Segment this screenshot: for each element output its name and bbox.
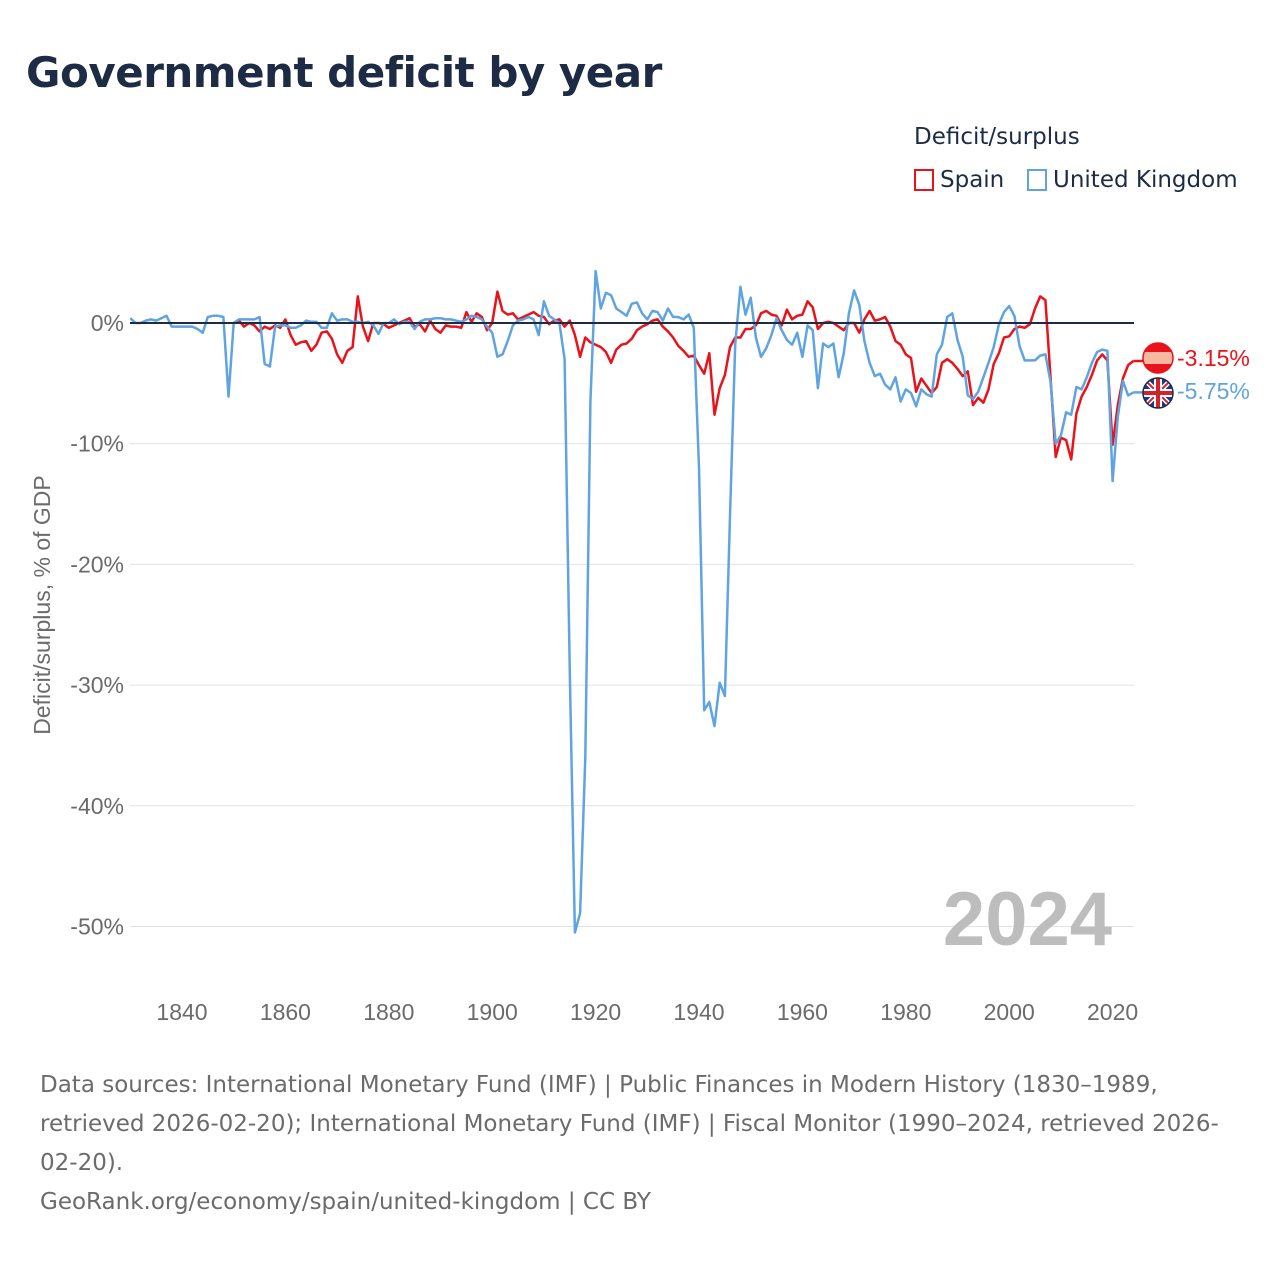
united-kingdom-end-label: -5.75% xyxy=(1177,378,1250,404)
x-tick-label: 1920 xyxy=(570,999,621,1025)
series-line-united-kingdom[interactable] xyxy=(129,269,1134,934)
y-tick-label: -20% xyxy=(70,551,124,577)
x-tick-label: 1940 xyxy=(673,999,724,1025)
series-lines xyxy=(129,269,1143,934)
x-tick-label: 2000 xyxy=(984,999,1035,1025)
y-tick-label: -50% xyxy=(70,914,124,940)
x-tick-label: 1960 xyxy=(777,999,828,1025)
footer: Data sources: International Monetary Fun… xyxy=(40,1066,1240,1222)
spain-end-label: -3.15% xyxy=(1177,345,1250,371)
y-tick-label: -40% xyxy=(70,793,124,819)
legend-label-united-kingdom: United Kingdom xyxy=(1053,167,1238,193)
x-tick-label: 1840 xyxy=(156,999,207,1025)
y-axis-tick-labels: 0% -10% -20% -30% -40% -50% xyxy=(70,310,124,940)
data-sources: Data sources: International Monetary Fun… xyxy=(40,1072,1219,1176)
y-axis-label: Deficit/surplus, % of GDP xyxy=(29,475,55,734)
x-tick-label: 1860 xyxy=(260,999,311,1025)
x-tick-label: 1900 xyxy=(467,999,518,1025)
y-tick-label: -10% xyxy=(70,431,124,457)
series-line-spain[interactable] xyxy=(233,290,1135,461)
legend-title: Deficit/surplus xyxy=(914,124,1080,150)
legend-swatch-united-kingdom xyxy=(1027,169,1047,191)
y-tick-label: -30% xyxy=(70,672,124,698)
united-kingdom-flag-marker[interactable] xyxy=(1142,377,1174,409)
legend-swatch-spain xyxy=(914,169,934,191)
gridlines xyxy=(130,443,1134,927)
x-tick-label: 1880 xyxy=(363,999,414,1025)
legend-label-spain: Spain xyxy=(940,167,1005,193)
x-tick-label: 2020 xyxy=(1087,999,1138,1025)
line-chart: 0%-10%-20%-30%-40%-50% 1840 1860 1880 1900 1… xyxy=(29,269,1250,1025)
x-axis-tick-labels: 1840 1860 1880 1900 1920 1940 1960 1980 2000 2020 xyxy=(156,999,1138,1025)
legend-item-united-kingdom[interactable]: United Kingdom xyxy=(1027,167,1238,193)
x-tick-label: 1980 xyxy=(880,999,931,1025)
chart-title: Government deficit by year xyxy=(26,48,662,97)
spain-flag-marker[interactable] xyxy=(1142,342,1174,374)
year-watermark: 2024 xyxy=(943,877,1112,962)
legend-item-spain[interactable]: Spain xyxy=(914,167,1004,193)
y-tick-label: 0% xyxy=(91,310,124,336)
credit-line: GeoRank.org/economy/spain/united-kingdom… xyxy=(40,1189,651,1215)
